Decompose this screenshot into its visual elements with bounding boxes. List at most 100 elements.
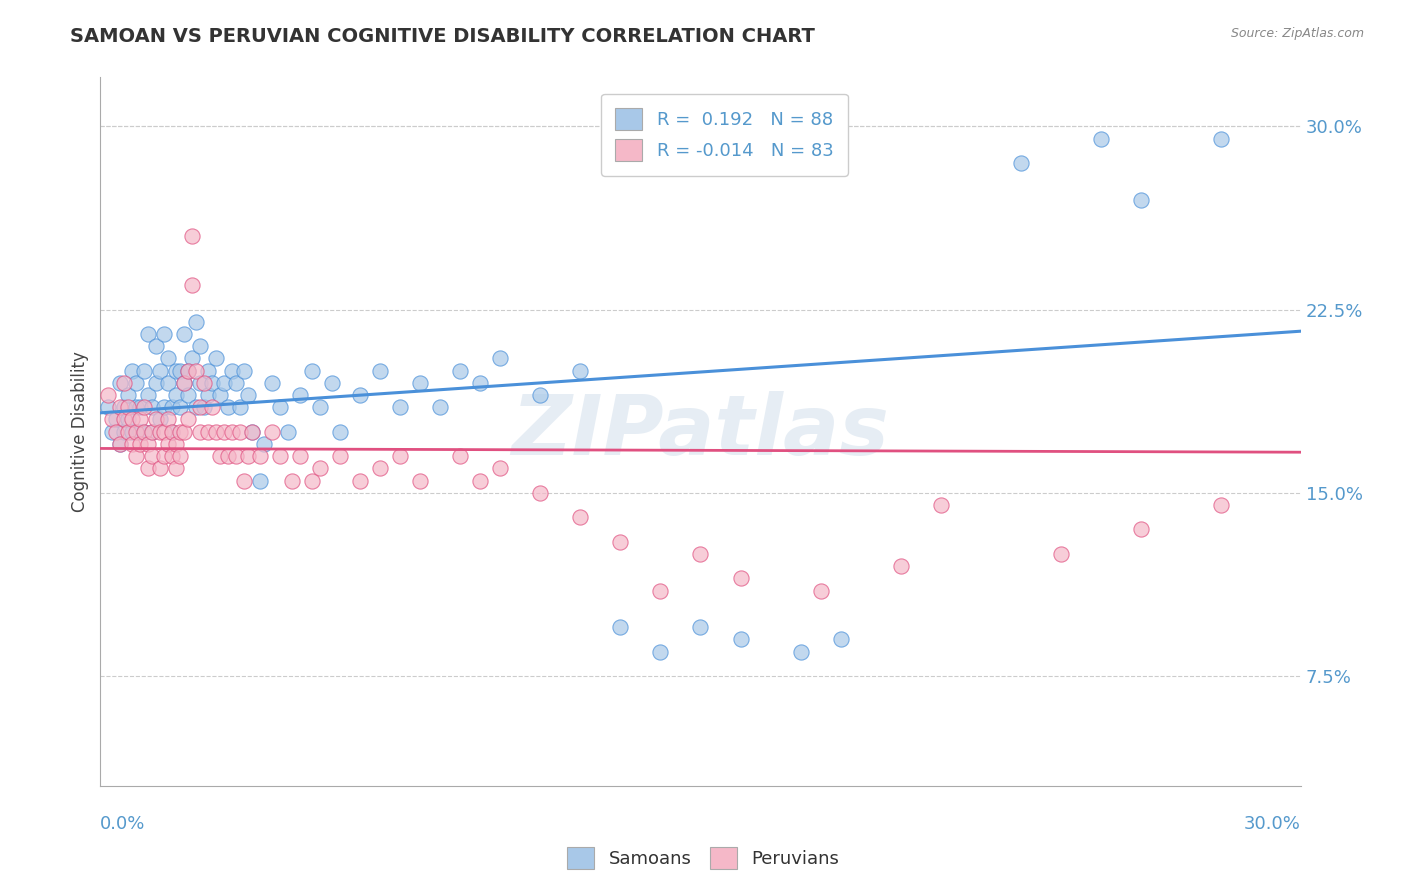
Point — [138, 461, 160, 475]
Point — [173, 376, 195, 390]
Point — [301, 364, 323, 378]
Point — [449, 364, 471, 378]
Point — [169, 364, 191, 378]
Point — [112, 412, 135, 426]
Point — [329, 449, 352, 463]
Point — [197, 364, 219, 378]
Point — [529, 388, 551, 402]
Point — [165, 437, 187, 451]
Text: Source: ZipAtlas.com: Source: ZipAtlas.com — [1230, 27, 1364, 40]
Point — [217, 401, 239, 415]
Point — [129, 437, 152, 451]
Point — [134, 425, 156, 439]
Point — [121, 425, 143, 439]
Point — [134, 425, 156, 439]
Point — [262, 425, 284, 439]
Point — [789, 644, 811, 658]
Point — [101, 412, 124, 426]
Point — [138, 326, 160, 341]
Point — [253, 437, 276, 451]
Point — [162, 401, 184, 415]
Point — [190, 376, 212, 390]
Point — [129, 401, 152, 415]
Point — [177, 388, 200, 402]
Point — [149, 412, 172, 426]
Point — [449, 449, 471, 463]
Point — [112, 401, 135, 415]
Point — [129, 425, 152, 439]
Point — [650, 583, 672, 598]
Point — [193, 401, 215, 415]
Text: 30.0%: 30.0% — [1244, 815, 1301, 833]
Point — [110, 437, 132, 451]
Point — [105, 412, 128, 426]
Point — [134, 401, 156, 415]
Point — [141, 449, 163, 463]
Point — [186, 401, 208, 415]
Legend: Samoans, Peruvians: Samoans, Peruvians — [558, 838, 848, 879]
Point — [186, 364, 208, 378]
Point — [233, 474, 256, 488]
Point — [290, 388, 312, 402]
Point — [177, 364, 200, 378]
Point — [429, 401, 451, 415]
Point — [145, 376, 167, 390]
Point — [262, 376, 284, 390]
Point — [165, 461, 187, 475]
Point — [277, 425, 299, 439]
Point — [134, 364, 156, 378]
Y-axis label: Cognitive Disability: Cognitive Disability — [72, 351, 89, 512]
Point — [201, 401, 224, 415]
Point — [173, 376, 195, 390]
Point — [177, 364, 200, 378]
Point — [689, 547, 711, 561]
Point — [389, 449, 412, 463]
Point — [153, 425, 176, 439]
Point — [205, 425, 228, 439]
Point — [370, 461, 392, 475]
Point — [389, 401, 412, 415]
Point — [165, 388, 187, 402]
Point — [157, 376, 180, 390]
Point — [117, 412, 139, 426]
Point — [141, 425, 163, 439]
Point — [242, 425, 264, 439]
Point — [153, 449, 176, 463]
Point — [1209, 131, 1232, 145]
Point — [165, 364, 187, 378]
Point — [242, 425, 264, 439]
Point — [117, 401, 139, 415]
Point — [329, 425, 352, 439]
Point — [177, 412, 200, 426]
Point — [489, 461, 512, 475]
Point — [1049, 547, 1071, 561]
Point — [117, 388, 139, 402]
Point — [309, 401, 332, 415]
Point — [730, 632, 752, 647]
Point — [830, 632, 852, 647]
Point — [153, 401, 176, 415]
Point — [141, 425, 163, 439]
Point — [181, 351, 204, 366]
Point — [225, 376, 247, 390]
Point — [112, 376, 135, 390]
Point — [1010, 156, 1032, 170]
Point — [197, 388, 219, 402]
Point — [205, 351, 228, 366]
Point — [349, 388, 371, 402]
Point — [121, 437, 143, 451]
Point — [149, 425, 172, 439]
Point — [157, 351, 180, 366]
Point — [269, 401, 291, 415]
Point — [169, 401, 191, 415]
Point — [730, 571, 752, 585]
Point — [173, 326, 195, 341]
Point — [186, 315, 208, 329]
Point — [129, 412, 152, 426]
Point — [609, 620, 631, 634]
Point — [238, 388, 260, 402]
Text: SAMOAN VS PERUVIAN COGNITIVE DISABILITY CORRELATION CHART: SAMOAN VS PERUVIAN COGNITIVE DISABILITY … — [70, 27, 815, 45]
Point — [233, 364, 256, 378]
Point — [97, 388, 120, 402]
Point — [221, 425, 243, 439]
